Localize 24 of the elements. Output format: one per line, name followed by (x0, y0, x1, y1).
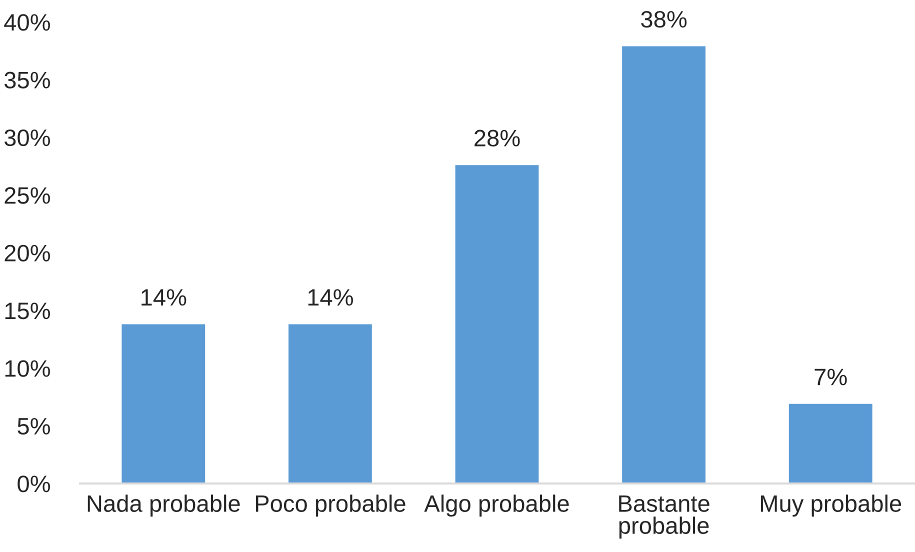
bar (622, 46, 706, 484)
bar (788, 404, 872, 484)
data-label: 38% (641, 10, 687, 28)
y-tick-label: 0% (18, 476, 50, 492)
x-tick-label: Algo probable (424, 494, 569, 517)
data-label: 28% (474, 130, 520, 147)
y-tick-label: 35% (4, 72, 50, 88)
y-tick-label: 30% (4, 129, 50, 146)
x-tick-label: Bastante probable (619, 495, 710, 539)
bar (455, 165, 539, 484)
bar (288, 324, 372, 484)
data-label: 14% (142, 289, 186, 306)
y-tick-label: 40% (4, 14, 50, 31)
x-tick-label: Muy probable (761, 494, 902, 517)
y-tick-label: 5% (18, 418, 50, 435)
x-tick-label: Nada probable (88, 494, 240, 517)
y-tick-label: 10% (5, 360, 50, 377)
x-tick-label: Poco probable (256, 494, 406, 517)
y-tick-label: 25% (4, 187, 50, 204)
y-tick-label: 20% (4, 244, 50, 262)
bar (122, 324, 206, 484)
data-label: 7% (814, 368, 847, 386)
y-tick-label: 15% (5, 302, 50, 320)
data-label: 14% (308, 289, 353, 306)
